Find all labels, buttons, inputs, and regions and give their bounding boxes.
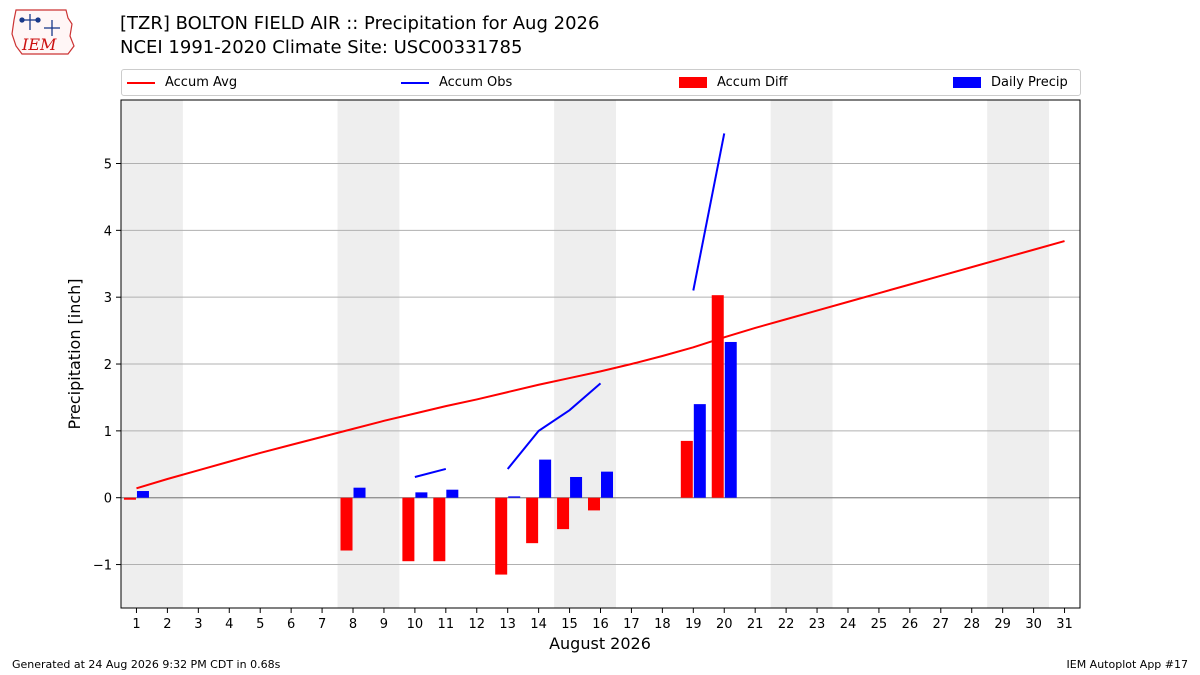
legend-item-accum-obs: Accum Obs: [401, 70, 512, 95]
legend-swatch: [401, 81, 429, 84]
accum-diff-bar: [680, 440, 693, 498]
daily-precip-bar: [415, 492, 428, 498]
x-tick-label: 15: [561, 617, 578, 632]
footer-app: IEM Autoplot App #17: [1066, 658, 1189, 671]
legend-label: Daily Precip: [991, 75, 1068, 90]
x-tick-label: 13: [499, 617, 516, 632]
accum-diff-bar: [526, 497, 539, 544]
accum-obs-line: [414, 468, 447, 478]
x-tick-label: 8: [349, 617, 357, 632]
x-tick-label: 16: [592, 617, 609, 632]
x-tick-label: 19: [685, 617, 702, 632]
y-axis-label: Precipitation [inch]: [65, 278, 84, 429]
daily-precip-bar: [601, 471, 613, 498]
accum-diff-bar: [433, 497, 446, 562]
weekend-band: [554, 100, 616, 608]
series-lines: [136, 133, 1065, 490]
daily-precip-bar: [724, 341, 737, 498]
daily-precip-bar: [508, 496, 521, 498]
accum-avg-line: [136, 240, 1065, 490]
legend-label: Accum Diff: [717, 75, 788, 90]
y-tick-label: 2: [104, 358, 112, 373]
accum-obs-line: [692, 133, 726, 291]
y-tick-label: 3: [104, 291, 112, 306]
x-tick-label: 7: [318, 617, 326, 632]
x-tick-label: 4: [225, 617, 233, 632]
legend-swatch: [953, 77, 981, 88]
x-tick-label: 2: [163, 617, 171, 632]
accum-diff-bar: [123, 497, 136, 500]
daily-precip-bar: [353, 487, 366, 498]
legend-item-accum-diff: Accum Diff: [679, 70, 788, 95]
accum-diff-bar: [588, 497, 600, 511]
x-tick-label: 12: [468, 617, 485, 632]
x-tick-label: 30: [1025, 617, 1042, 632]
x-tick-label: 29: [994, 617, 1011, 632]
accum-diff-bar: [402, 497, 415, 562]
logo-text: IEM: [21, 35, 57, 54]
iem-logo: IEM: [11, 9, 75, 55]
x-tick-label: 23: [809, 617, 826, 632]
legend: Accum Avg Accum Obs Accum Diff Daily Pre…: [121, 69, 1081, 96]
x-tick-label: 9: [380, 617, 388, 632]
y-tick-label: 5: [104, 158, 112, 173]
weather-station-icon: [19, 14, 60, 36]
x-tick-label: 6: [287, 617, 295, 632]
daily-precip-bar: [136, 491, 149, 498]
x-tick-label: 20: [716, 617, 733, 632]
accum-diff-bar: [711, 295, 724, 498]
daily-precip-bar: [446, 489, 459, 498]
y-tick-label: 4: [104, 224, 112, 239]
footer-generated: Generated at 24 Aug 2026 9:32 PM CDT in …: [12, 658, 281, 671]
x-tick-label: 17: [623, 617, 640, 632]
x-tick-label: 5: [256, 617, 264, 632]
weekend-band: [121, 100, 183, 608]
x-tick-label: 26: [902, 617, 919, 632]
legend-swatch: [679, 77, 707, 88]
legend-swatch: [127, 81, 155, 84]
accum-diff-bar: [557, 497, 570, 530]
x-tick-label: 10: [407, 617, 424, 632]
legend-label: Accum Avg: [165, 75, 238, 90]
legend-label: Accum Obs: [439, 75, 513, 90]
legend-item-accum-avg: Accum Avg: [127, 70, 237, 95]
x-tick-label: 22: [778, 617, 795, 632]
daily-precip-bar: [693, 404, 706, 498]
accum-diff-bar: [495, 497, 508, 575]
x-tick-label: 3: [194, 617, 202, 632]
y-tick-label: −1: [93, 559, 112, 574]
weekend-band: [987, 100, 1050, 608]
x-tick-label: 1: [132, 617, 140, 632]
weekend-shading: [121, 100, 1050, 608]
x-tick-label: 11: [438, 617, 455, 632]
x-tick-label: 21: [747, 617, 764, 632]
legend-item-daily-precip: Daily Precip: [953, 70, 1068, 95]
chart-title: [TZR] BOLTON FIELD AIR :: Precipitation …: [120, 13, 600, 34]
daily-precip-bar: [539, 459, 552, 498]
x-tick-label: 24: [840, 617, 857, 632]
x-tick-label: 25: [871, 617, 888, 632]
x-tick-label: 14: [530, 617, 547, 632]
accum-diff-bar: [340, 497, 353, 551]
chart-subtitle: NCEI 1991-2020 Climate Site: USC00331785: [120, 37, 523, 58]
y-tick-label: 1: [104, 425, 112, 440]
accum-obs-line: [506, 382, 602, 470]
daily-precip-bar: [570, 476, 583, 498]
y-tick-label: 0: [104, 492, 112, 507]
x-axis-label: August 2026: [549, 634, 651, 653]
x-tick-label: 18: [654, 617, 671, 632]
weekend-band: [770, 100, 833, 608]
x-tick-label: 28: [963, 617, 980, 632]
x-tick-label: 27: [933, 617, 950, 632]
x-tick-label: 31: [1056, 617, 1073, 632]
bars: [123, 295, 737, 575]
